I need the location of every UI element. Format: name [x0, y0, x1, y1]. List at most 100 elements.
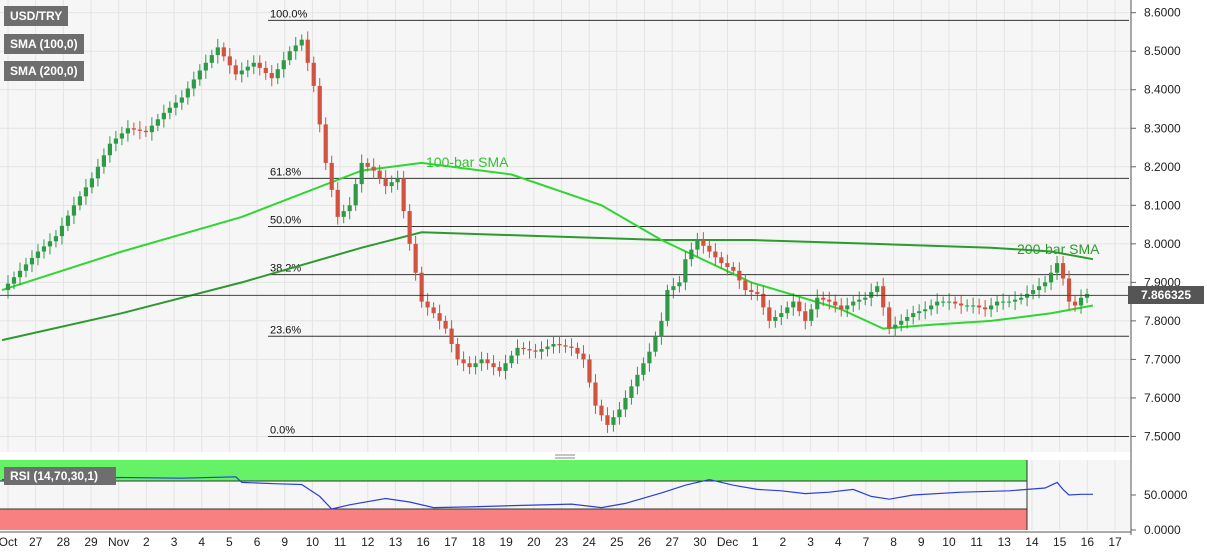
candle-body [989, 305, 994, 310]
x-tick-label: 29 [84, 535, 98, 549]
candle-body [17, 270, 23, 278]
candle [389, 175, 394, 193]
candle-body [335, 189, 340, 217]
pane-splitter[interactable] [555, 454, 575, 459]
candle [287, 46, 292, 66]
candle-body [455, 343, 460, 360]
candle-body [749, 290, 754, 292]
candle-body [983, 307, 988, 310]
x-tick-label: 7 [863, 535, 870, 549]
candle-body [365, 162, 370, 167]
candle-body [521, 347, 526, 350]
candle [221, 42, 226, 62]
candle-body [827, 299, 832, 302]
candle-body [785, 307, 790, 314]
candle-body [599, 405, 604, 416]
candle-body [677, 282, 682, 287]
sma-200-line [1, 231, 1094, 342]
candle [491, 355, 496, 376]
candle [119, 126, 124, 146]
candle-body [299, 39, 304, 46]
candle-body [581, 353, 586, 360]
candle [899, 314, 904, 332]
candle [623, 390, 628, 418]
candle [443, 315, 448, 334]
candle-body [485, 359, 490, 364]
candle [479, 351, 484, 371]
y-tick-label: 8.6000 [1144, 6, 1181, 20]
candle [725, 254, 730, 276]
candle-body [839, 305, 844, 310]
candle [1030, 284, 1036, 300]
x-tick-label: 2 [143, 535, 150, 549]
candle [419, 266, 424, 308]
candle-body [1042, 282, 1048, 287]
x-tick-label: 26 [638, 535, 652, 549]
candle-body [941, 301, 946, 303]
candle [245, 59, 250, 78]
candle-body [647, 351, 652, 364]
candle [191, 71, 196, 97]
candle [533, 343, 538, 359]
candle [503, 354, 508, 380]
candle-body [101, 155, 107, 167]
candle-body [23, 264, 29, 271]
candle [677, 276, 682, 293]
x-tick-label: 18 [472, 535, 486, 549]
candle-body [995, 301, 1000, 306]
fib-label: 0.0% [270, 424, 295, 436]
candle [881, 277, 886, 316]
x-tick-label: 11 [334, 535, 347, 549]
candle-body [575, 347, 580, 354]
candle-body [935, 301, 940, 306]
candle [5, 275, 11, 299]
candle-body [533, 350, 538, 352]
candle-body [389, 182, 394, 187]
y-tick-label: 8.3000 [1144, 121, 1181, 135]
candle [647, 343, 652, 372]
candle-body [641, 363, 646, 375]
candle [17, 262, 23, 286]
candle [917, 304, 922, 321]
candle [719, 251, 724, 269]
candle [125, 120, 130, 142]
candle [839, 298, 844, 317]
candle-body [593, 382, 598, 406]
candle [1066, 270, 1072, 310]
candle [41, 239, 47, 259]
x-tick-label: 10 [942, 535, 956, 549]
candle [215, 38, 220, 64]
candle-body [47, 241, 53, 247]
candle-body [311, 62, 316, 86]
candle [293, 36, 298, 60]
candle-body [179, 97, 184, 103]
candle-body [887, 307, 892, 329]
candle-body [629, 386, 634, 398]
candle-body [755, 291, 760, 294]
candle [1048, 264, 1054, 291]
candle [233, 59, 238, 81]
current-price-tag: 7.866325 [1128, 286, 1204, 304]
x-tick-label: 15 [1053, 535, 1067, 549]
candle [911, 305, 916, 325]
candle [689, 242, 694, 267]
candle [935, 293, 940, 314]
candle [875, 281, 880, 297]
candle-body [35, 251, 41, 258]
candle-body [1024, 293, 1030, 298]
candle [365, 158, 370, 172]
candle-body [713, 251, 718, 258]
candle-body [1054, 263, 1060, 273]
candle [1001, 293, 1006, 310]
candle-body [263, 67, 268, 74]
candle-body [437, 313, 442, 321]
candle-body [173, 102, 178, 108]
candle-body [797, 301, 802, 312]
candle [131, 122, 136, 136]
candle [785, 301, 790, 320]
x-tick-label: 13 [998, 535, 1012, 549]
candle-body [89, 178, 95, 188]
candle [467, 356, 472, 375]
fibonacci-levels: 100.0%61.8%50.0%38.2%23.6%0.0% [268, 8, 1129, 437]
candle-body [923, 309, 928, 312]
